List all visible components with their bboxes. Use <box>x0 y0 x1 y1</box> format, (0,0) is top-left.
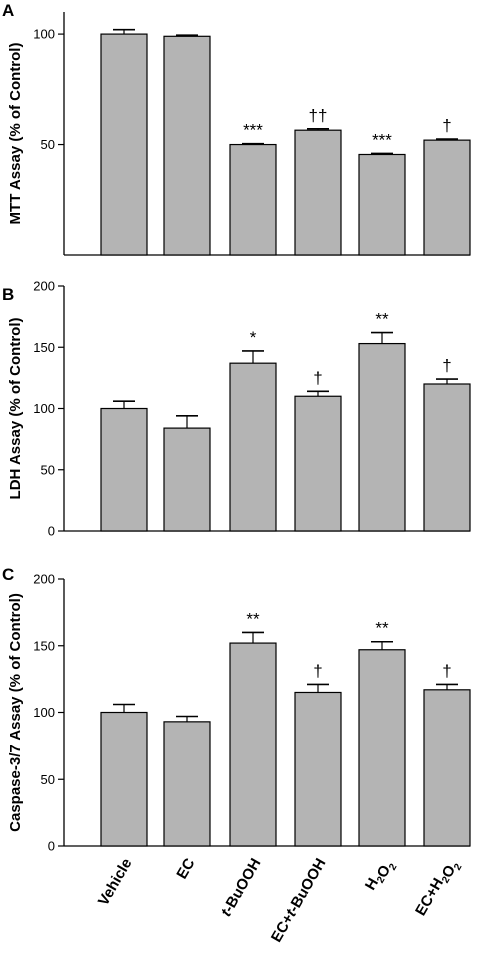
bar <box>229 642 277 847</box>
x-tick-label: Vehicle <box>95 856 136 909</box>
bar <box>294 395 342 532</box>
bar <box>100 407 148 532</box>
x-tick-label: EC <box>173 855 198 882</box>
y-tick-label: 200 <box>33 279 55 294</box>
y-tick-label: 100 <box>33 705 55 720</box>
significance-label: ** <box>375 310 389 329</box>
bar <box>229 143 277 256</box>
y-axis-label: LDH Assay (% of Control) <box>7 318 24 500</box>
significance-label: † <box>313 368 322 387</box>
x-tick-label: H2O2 <box>362 855 400 897</box>
panel-letter: A <box>2 1 14 20</box>
bar <box>294 691 342 847</box>
y-tick-label: 50 <box>41 772 55 787</box>
bar <box>100 711 148 847</box>
bar <box>229 362 277 532</box>
significance-label: *** <box>243 121 263 140</box>
bar <box>163 35 211 256</box>
y-tick-label: 50 <box>41 462 55 477</box>
significance-label: † <box>442 116 451 135</box>
bar <box>358 342 406 532</box>
y-tick-label: 0 <box>48 524 55 539</box>
panel-a: A MTT Assay (% of Control) 50 100 *** †† *** † <box>2 1 471 256</box>
bar <box>163 427 211 532</box>
significance-label: ** <box>375 619 389 638</box>
significance-label: † <box>442 661 451 680</box>
significance-label: † <box>313 661 322 680</box>
bar <box>294 129 342 256</box>
significance-label: †† <box>309 106 328 125</box>
y-axis-label: MTT Assay (% of Control) <box>7 43 24 225</box>
bar <box>423 689 471 847</box>
y-tick-label: 0 <box>48 839 55 854</box>
bar <box>100 33 148 256</box>
bar <box>423 383 471 532</box>
bar <box>163 721 211 847</box>
y-tick-label: 100 <box>33 27 55 42</box>
x-tick-label: t-BuOOH <box>218 856 265 920</box>
y-tick-label: 50 <box>41 137 55 152</box>
y-tick-label: 100 <box>33 401 55 416</box>
y-tick-label: 150 <box>33 638 55 653</box>
panel-letter: C <box>2 565 14 584</box>
y-axis-label: Caspase-3/7 Assay (% of Control) <box>7 593 24 832</box>
panel-c: C Caspase-3/7 Assay (% of Control) 0 50 100 1… <box>2 565 471 854</box>
bar <box>423 139 471 256</box>
y-tick-label: 200 <box>33 572 55 587</box>
significance-label: *** <box>372 130 392 149</box>
x-tick-label: EC+t-BuOOH <box>268 856 330 946</box>
bar <box>358 649 406 847</box>
panel-letter: B <box>2 285 14 304</box>
panel-b: B LDH Assay (% of Control) 0 50 100 150 200 * † *… <box>2 279 471 539</box>
y-tick-label: 150 <box>33 340 55 355</box>
bar <box>358 153 406 256</box>
significance-label: † <box>442 356 451 375</box>
significance-label: ** <box>246 609 260 628</box>
x-tick-label: EC+H2O2 <box>412 855 465 922</box>
significance-label: * <box>250 328 257 347</box>
